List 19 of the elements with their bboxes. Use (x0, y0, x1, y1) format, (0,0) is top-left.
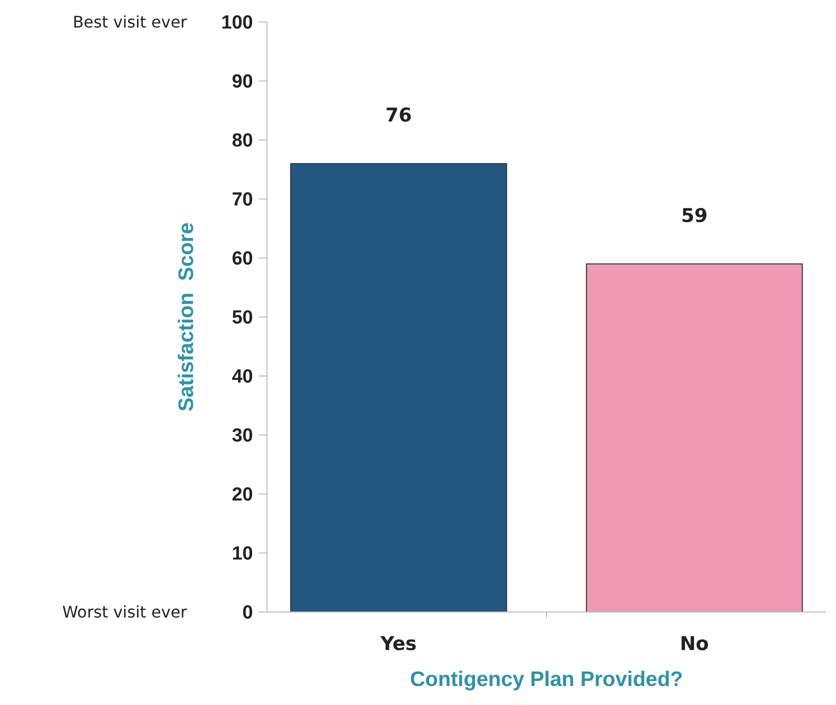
data-label: 59 (681, 204, 708, 227)
data-label: 76 (385, 104, 412, 127)
y-tick-label: 30 (232, 426, 253, 447)
y-tick-label: 60 (232, 248, 253, 270)
x-tick-label: No (680, 633, 709, 655)
y-tick-label: 0 (242, 602, 253, 624)
y-axis-title: Satisfaction Score (175, 222, 198, 412)
y-tick-label: 50 (232, 308, 253, 329)
y-tick-label: 20 (232, 484, 253, 506)
y-tick-label: 90 (232, 72, 253, 93)
y-tick-label: 10 (232, 544, 253, 565)
y-tick-label: 40 (232, 366, 253, 388)
y-tick-label: 100 (221, 12, 253, 34)
text: Worst visit ever (62, 602, 188, 622)
y-tick-label: 80 (232, 130, 253, 152)
x-tick-label: Yes (380, 633, 417, 655)
x-axis-title: Contigency Plan Provided? (410, 668, 684, 691)
y-tick-label: 70 (232, 190, 253, 211)
text: Best visit ever (72, 12, 188, 32)
